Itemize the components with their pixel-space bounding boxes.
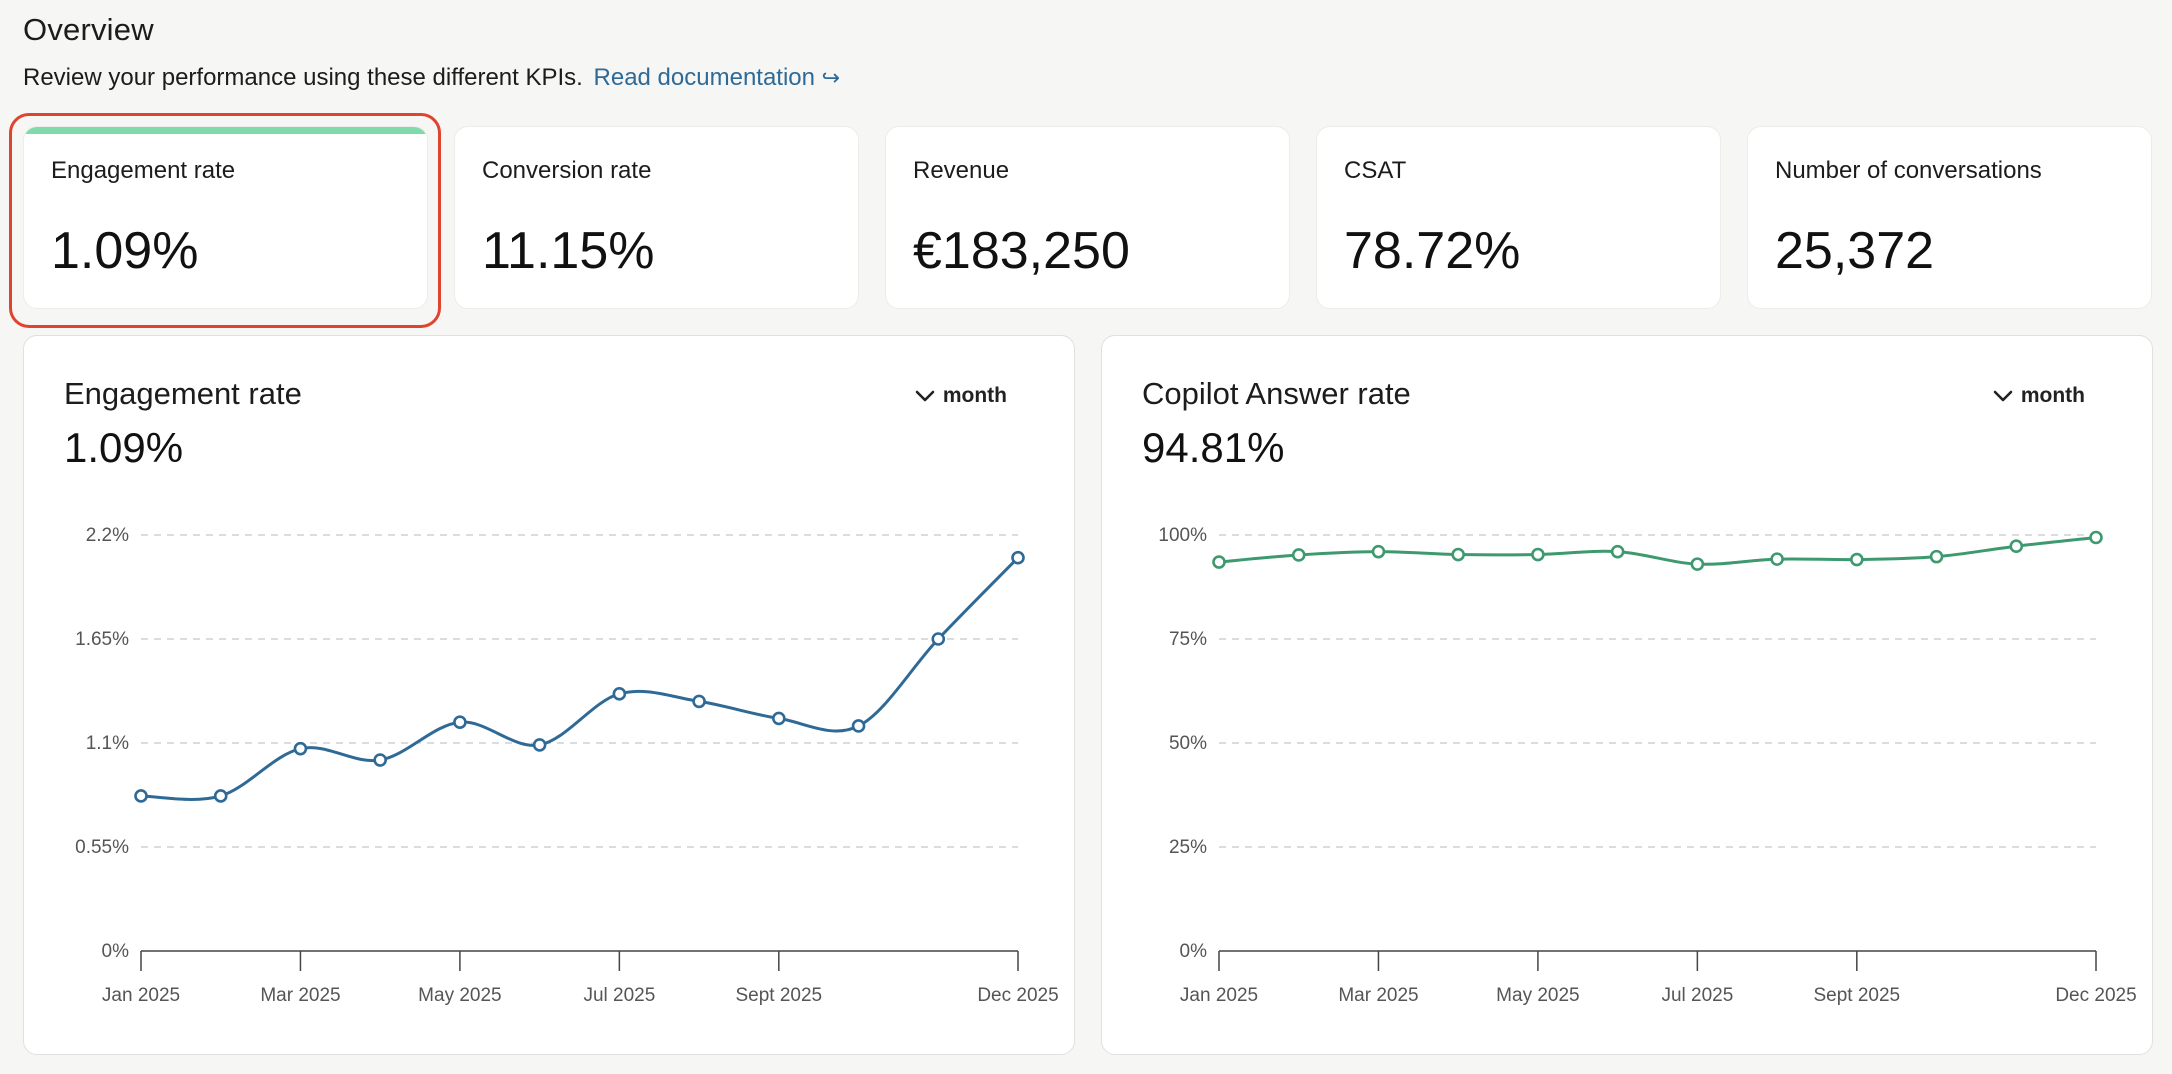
- data-point[interactable]: [532, 738, 547, 752]
- data-point[interactable]: [1212, 555, 1226, 569]
- kpi-label: Conversion rate: [482, 157, 652, 184]
- data-point[interactable]: [1929, 549, 1944, 564]
- data-point[interactable]: [2009, 539, 2024, 554]
- series-line: [140, 556, 1020, 801]
- kpi-value: 25,372: [1775, 222, 1935, 280]
- read-documentation-label: Read documentation: [593, 64, 815, 91]
- x-tick-label: Sept 2025: [735, 985, 822, 1006]
- y-tick-label: 75%: [1169, 629, 1207, 650]
- data-point[interactable]: [2089, 530, 2103, 545]
- x-tick-label: Jul 2025: [1661, 985, 1733, 1006]
- kpi-value: 1.09%: [51, 222, 199, 280]
- data-point[interactable]: [1610, 544, 1625, 559]
- y-tick-label: 25%: [1169, 837, 1207, 858]
- period-label: month: [942, 384, 1007, 407]
- kpi-card-number-of-conversations[interactable]: Number of conversations 25,372: [1747, 126, 2152, 309]
- engagement-rate-chart-card: 0% 0.55% 1.1% 1.65% 2.2% Jan 2025 Mar 2025 May …: [23, 335, 1075, 1055]
- period-dropdown[interactable]: month: [915, 384, 1007, 408]
- y-tick-label: 1.1%: [86, 733, 129, 754]
- data-point[interactable]: [373, 753, 387, 767]
- period-dropdown[interactable]: month: [1993, 384, 2085, 408]
- data-point[interactable]: [134, 789, 148, 803]
- kpi-card-conversion-rate[interactable]: Conversion rate 11.15%: [454, 126, 859, 309]
- chart-title: Copilot Answer rate: [1142, 376, 1411, 411]
- data-point[interactable]: [1451, 547, 1465, 562]
- y-tick-label: 1.65%: [75, 629, 129, 650]
- data-point[interactable]: [453, 715, 467, 730]
- kpi-value: 78.72%: [1344, 222, 1521, 280]
- kpi-value: €183,250: [913, 222, 1130, 280]
- kpi-label: Engagement rate: [51, 157, 236, 184]
- share-arrow-icon: ↪: [821, 65, 841, 90]
- data-point[interactable]: [1850, 552, 1864, 567]
- x-tick-label: Mar 2025: [1338, 985, 1418, 1006]
- y-tick-label: 50%: [1169, 733, 1207, 754]
- chevron-down-icon: [915, 390, 935, 402]
- chevron-down-icon: [1993, 390, 2013, 402]
- page-title: Overview: [23, 12, 154, 47]
- kpi-label: Revenue: [913, 157, 1010, 184]
- page-subtitle: Review your performance using these diff…: [23, 64, 840, 92]
- data-point[interactable]: [772, 711, 786, 726]
- y-tick-label: 0%: [102, 941, 130, 962]
- x-tick-label: Sept 2025: [1813, 985, 1900, 1006]
- x-tick-label: Dec 2025: [2055, 985, 2136, 1006]
- read-documentation-link[interactable]: Read documentation ↪: [594, 64, 841, 91]
- data-point[interactable]: [1371, 544, 1386, 559]
- chart-title: Engagement rate: [64, 376, 302, 411]
- x-tick-label: Jul 2025: [583, 985, 655, 1006]
- y-tick-label: 0.55%: [75, 837, 129, 858]
- chart-current-value: 94.81%: [1142, 424, 1285, 471]
- data-point[interactable]: [931, 632, 946, 646]
- y-tick-label: 2.2%: [86, 525, 129, 546]
- kpi-label: Number of conversations: [1775, 157, 2042, 184]
- series-line: [1218, 536, 2097, 566]
- kpi-card-revenue[interactable]: Revenue €183,250: [885, 126, 1290, 309]
- subtitle-text: Review your performance using these diff…: [23, 64, 583, 91]
- period-label: month: [2020, 384, 2085, 407]
- data-point[interactable]: [1011, 550, 1025, 565]
- data-point[interactable]: [1531, 547, 1545, 562]
- x-tick-label: Jan 2025: [1180, 985, 1258, 1006]
- data-point[interactable]: [1291, 548, 1306, 562]
- y-tick-label: 100%: [1158, 525, 1207, 546]
- kpi-card-engagement-rate[interactable]: Engagement rate 1.09%: [23, 126, 428, 309]
- kpi-label: CSAT: [1344, 157, 1407, 184]
- kpi-value: 11.15%: [482, 222, 655, 280]
- x-tick-label: May 2025: [418, 985, 501, 1006]
- y-tick-label: 0%: [1180, 941, 1208, 962]
- data-point[interactable]: [1690, 557, 1705, 571]
- chart-current-value: 1.09%: [64, 424, 184, 471]
- data-point[interactable]: [692, 694, 706, 709]
- data-point[interactable]: [293, 741, 308, 756]
- engagement-rate-chart: 0% 0.55% 1.1% 1.65% 2.2% Jan 2025 Mar 2025 May …: [75, 525, 1059, 1006]
- kpi-card-csat[interactable]: CSAT 78.72%: [1316, 126, 1721, 309]
- copilot-answer-rate-chart: 0% 25% 50% 75% 100% Jan 2025 Mar 2025 May 2025 J…: [1158, 525, 2136, 1006]
- data-point[interactable]: [213, 789, 228, 803]
- x-tick-label: Mar 2025: [260, 985, 340, 1006]
- copilot-answer-rate-chart-card: 0% 25% 50% 75% 100% Jan 2025 Mar 2025 May 2025 J…: [1101, 335, 2153, 1055]
- x-tick-label: May 2025: [1496, 985, 1579, 1006]
- x-tick-label: Dec 2025: [977, 985, 1058, 1006]
- x-tick-label: Jan 2025: [102, 985, 180, 1006]
- data-point[interactable]: [1770, 552, 1784, 566]
- data-point[interactable]: [612, 687, 627, 701]
- data-point[interactable]: [851, 719, 866, 733]
